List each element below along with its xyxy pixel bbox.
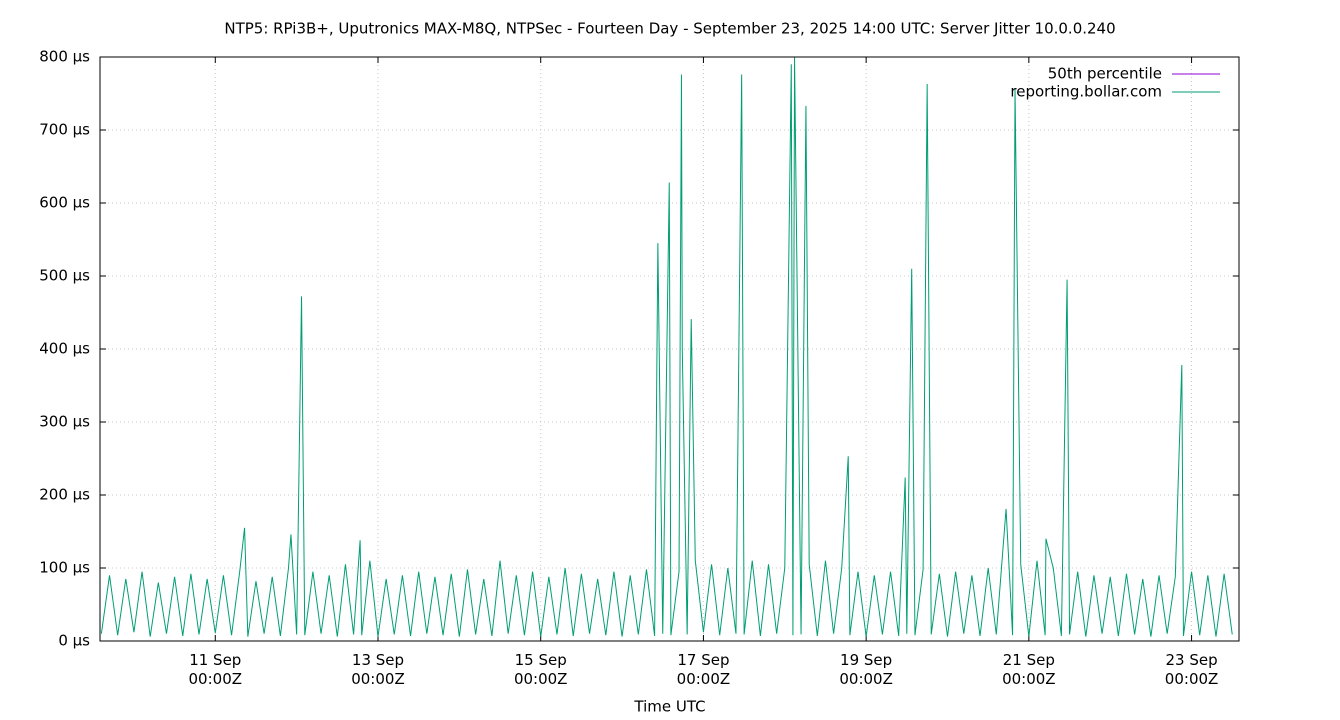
legend-label: reporting.bollar.com xyxy=(1010,83,1162,101)
x-tick-label: 19 Sep 00:00Z xyxy=(839,651,893,688)
y-tick-label: 200 µs xyxy=(39,486,90,504)
x-tick-label: 23 Sep 00:00Z xyxy=(1164,651,1219,688)
y-tick-label: 800 µs xyxy=(39,48,90,66)
x-axis-label: Time UTC xyxy=(633,698,705,716)
chart-title: NTP5: RPi3B+, Uputronics MAX-M8Q, NTPSec… xyxy=(224,20,1115,38)
x-tick-label: 21 Sep 00:00Z xyxy=(1002,651,1056,688)
y-tick-label: 500 µs xyxy=(39,267,90,285)
y-tick-label: 600 µs xyxy=(39,194,90,212)
legend-label: 50th percentile xyxy=(1048,65,1162,83)
y-tick-label: 100 µs xyxy=(39,559,90,577)
x-tick-label: 15 Sep 00:00Z xyxy=(513,651,568,688)
y-tick-label: 300 µs xyxy=(39,413,90,431)
x-tick-label: 13 Sep 00:00Z xyxy=(351,651,405,688)
plot-border xyxy=(99,56,1240,642)
y-tick-label: 400 µs xyxy=(39,340,90,358)
data-line xyxy=(100,56,1233,637)
x-tick-label: 11 Sep 00:00Z xyxy=(188,651,243,688)
y-tick-label: 0 µs xyxy=(58,632,90,650)
y-tick-label: 700 µs xyxy=(39,121,90,139)
x-tick-label: 17 Sep 00:00Z xyxy=(676,651,731,688)
